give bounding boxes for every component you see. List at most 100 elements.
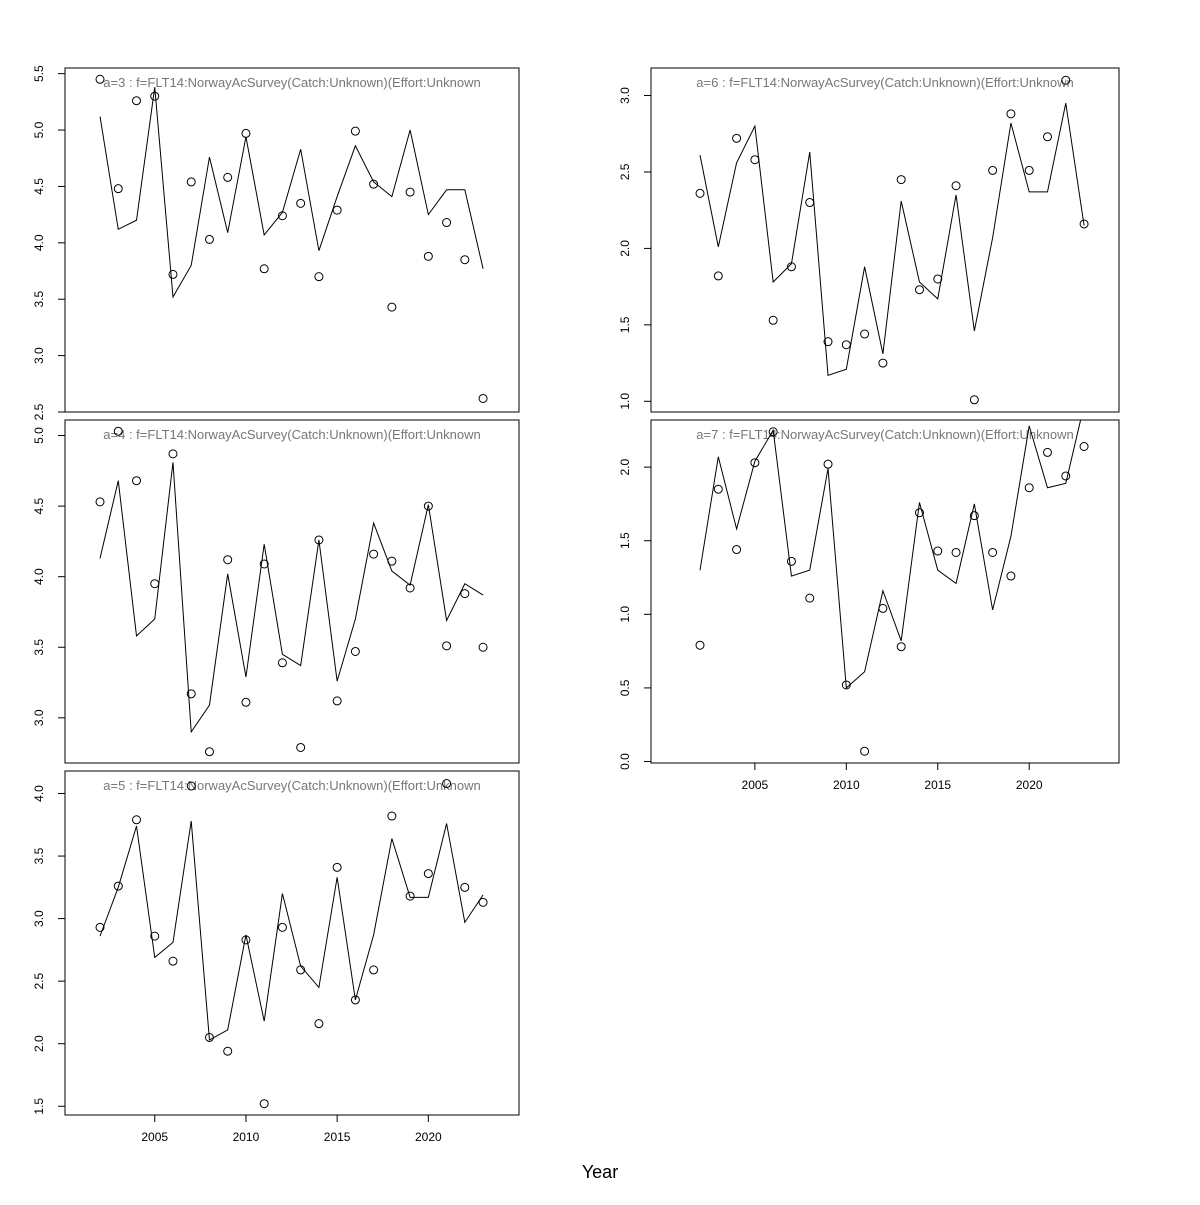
- data-point: [369, 965, 379, 975]
- data-point: [732, 133, 742, 143]
- data-point: [405, 891, 415, 901]
- y-tick-label: 1.5: [618, 316, 632, 333]
- data-point: [732, 545, 742, 555]
- y-tick-label: 3.5: [32, 847, 46, 864]
- data-point: [113, 881, 123, 891]
- data-point: [860, 746, 870, 756]
- plot-frame: [64, 770, 520, 1116]
- data-point: [332, 696, 342, 706]
- panel: a=6 : f=FLT14:NorwayAcSurvey(Catch:Unkno…: [618, 67, 1120, 413]
- data-point: [478, 897, 488, 907]
- y-tick-label: 1.5: [618, 532, 632, 549]
- data-point: [150, 579, 160, 589]
- data-point: [823, 337, 833, 347]
- data-point: [277, 658, 287, 668]
- x-tick-label: 2005: [742, 778, 769, 792]
- data-point: [241, 128, 251, 138]
- data-point: [969, 511, 979, 521]
- y-tick-label: 2.5: [32, 972, 46, 989]
- data-point: [914, 285, 924, 295]
- data-point: [988, 165, 998, 175]
- data-point: [933, 546, 943, 556]
- data-point: [387, 302, 397, 312]
- panel: a=4 : f=FLT14:NorwayAcSurvey(Catch:Unkno…: [32, 419, 520, 764]
- data-point: [896, 642, 906, 652]
- fitted-line: [699, 103, 1085, 376]
- data-point: [460, 589, 470, 599]
- data-point: [823, 459, 833, 469]
- data-point: [768, 427, 778, 437]
- data-point: [204, 234, 214, 244]
- data-point: [296, 198, 306, 208]
- data-point: [695, 640, 705, 650]
- y-tick-label: 4.5: [32, 178, 46, 195]
- data-point: [442, 641, 452, 651]
- y-tick-label: 4.0: [32, 568, 46, 585]
- data-point: [805, 593, 815, 603]
- data-point: [442, 218, 452, 228]
- y-tick-label: 4.0: [32, 785, 46, 802]
- x-tick-label: 2015: [324, 1130, 351, 1144]
- x-tick-label: 2015: [924, 778, 951, 792]
- y-tick-label: 3.0: [32, 347, 46, 364]
- y-tick-label: 2.5: [618, 163, 632, 180]
- data-point: [296, 742, 306, 752]
- y-tick-label: 2.5: [32, 403, 46, 420]
- data-point: [1061, 75, 1071, 85]
- y-tick-label: 5.0: [32, 427, 46, 444]
- data-point: [478, 393, 488, 403]
- data-point: [95, 922, 105, 932]
- data-point: [223, 1046, 233, 1056]
- data-point: [1042, 132, 1052, 142]
- data-point: [314, 535, 324, 545]
- panel-title: a=5 : f=FLT14:NorwayAcSurvey(Catch:Unkno…: [103, 778, 480, 793]
- y-tick-label: 0.0: [618, 753, 632, 770]
- panel: a=7 : f=FLT14:NorwayAcSurvey(Catch:Unkno…: [618, 419, 1120, 792]
- data-point: [150, 931, 160, 941]
- data-point: [350, 646, 360, 656]
- x-tick-label: 2020: [415, 1130, 442, 1144]
- y-tick-label: 5.5: [32, 65, 46, 82]
- data-point: [405, 187, 415, 197]
- data-point: [423, 501, 433, 511]
- fitted-line: [99, 462, 484, 734]
- data-point: [259, 264, 269, 274]
- y-tick-label: 0.5: [618, 679, 632, 696]
- data-point: [277, 922, 287, 932]
- panel: a=3 : f=FLT14:NorwayAcSurvey(Catch:Unkno…: [32, 65, 520, 420]
- data-point: [1006, 109, 1016, 119]
- plot-frame: [650, 67, 1120, 413]
- data-point: [387, 811, 397, 821]
- data-point: [713, 484, 723, 494]
- data-point: [442, 779, 452, 789]
- data-point: [1024, 483, 1034, 493]
- data-point: [951, 547, 961, 557]
- y-tick-label: 3.5: [32, 291, 46, 308]
- data-point: [896, 175, 906, 185]
- x-axis-label: Year: [582, 1162, 618, 1182]
- data-point: [332, 205, 342, 215]
- data-point: [186, 689, 196, 699]
- x-tick-label: 2010: [833, 778, 860, 792]
- y-tick-label: 5.0: [32, 121, 46, 138]
- x-tick-label: 2020: [1016, 778, 1043, 792]
- data-point: [186, 781, 196, 791]
- y-tick-label: 1.0: [618, 393, 632, 410]
- y-tick-label: 4.0: [32, 234, 46, 251]
- data-point: [878, 603, 888, 613]
- data-point: [423, 869, 433, 879]
- data-point: [168, 269, 178, 279]
- data-point: [786, 556, 796, 566]
- data-point: [132, 815, 142, 825]
- data-point: [1042, 447, 1052, 457]
- data-point: [750, 458, 760, 468]
- panel-title: a=7 : f=FLT14:NorwayAcSurvey(Catch:Unkno…: [696, 427, 1073, 442]
- data-point: [332, 862, 342, 872]
- fitted-line: [99, 820, 484, 1041]
- data-point: [1006, 571, 1016, 581]
- panel-title: a=3 : f=FLT14:NorwayAcSurvey(Catch:Unkno…: [103, 75, 480, 90]
- plot-frame: [64, 67, 520, 413]
- data-point: [168, 449, 178, 459]
- y-tick-label: 3.0: [32, 709, 46, 726]
- data-point: [223, 172, 233, 182]
